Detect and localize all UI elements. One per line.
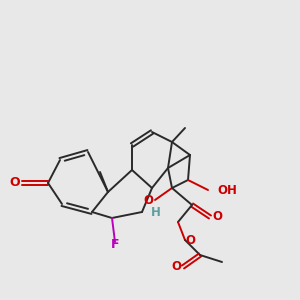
Text: O: O	[143, 194, 153, 206]
Text: O: O	[10, 176, 20, 190]
Text: OH: OH	[217, 184, 237, 196]
Text: F: F	[111, 238, 119, 250]
Text: O: O	[171, 260, 181, 274]
Text: O: O	[185, 233, 195, 247]
Text: O: O	[212, 211, 222, 224]
Text: H: H	[151, 206, 161, 218]
